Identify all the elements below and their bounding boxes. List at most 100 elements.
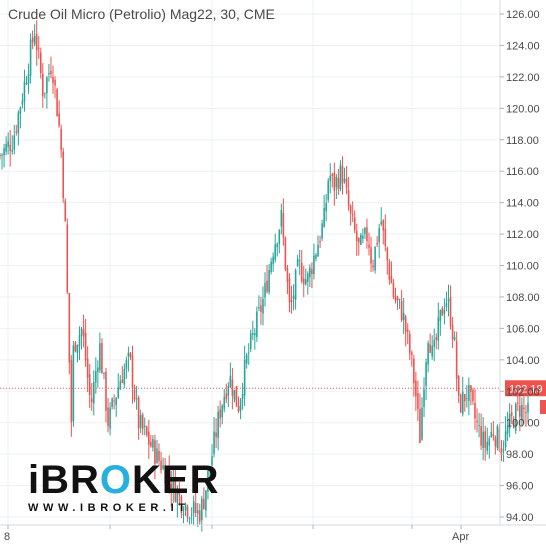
candle-body — [198, 510, 201, 522]
candle-body — [402, 312, 405, 321]
candle-body — [337, 178, 340, 190]
candle-body — [315, 254, 317, 259]
candle-body — [158, 451, 160, 461]
candle-body — [349, 205, 352, 214]
candle-body — [184, 503, 187, 511]
price-marker — [540, 400, 546, 414]
candle-body — [180, 496, 183, 513]
candle-body — [441, 307, 444, 316]
current-price-label-bg — [505, 380, 546, 397]
candle-body — [7, 141, 9, 147]
candle-body — [268, 269, 270, 293]
candle-body — [209, 466, 211, 471]
candle-body — [27, 74, 30, 84]
candle-body — [294, 269, 297, 300]
candle-body — [470, 385, 472, 392]
price-tick-label: 104.00 — [506, 355, 540, 367]
candle-body — [86, 358, 89, 378]
candle-body — [262, 299, 264, 314]
candle-body — [109, 407, 111, 429]
candle-body — [68, 292, 71, 363]
candle-body — [323, 208, 325, 227]
candle-body — [17, 112, 20, 134]
candle-body — [72, 345, 75, 422]
candle-body — [443, 310, 446, 314]
candle-body — [215, 432, 217, 438]
candle-body — [290, 300, 293, 303]
candle-body — [274, 244, 277, 260]
candle-body — [370, 247, 372, 264]
candle-body — [284, 237, 287, 270]
candle-body — [76, 344, 79, 353]
candle-body — [143, 425, 146, 428]
candle-body — [115, 397, 118, 406]
logo-part-o: O — [99, 458, 133, 502]
candle-body — [21, 100, 24, 105]
candle-body — [466, 397, 468, 399]
candle-body — [410, 352, 413, 355]
candle-body — [148, 431, 150, 445]
candle-body — [160, 460, 162, 471]
candle-body — [419, 408, 421, 443]
candle-body — [476, 420, 478, 423]
candle-body — [62, 151, 64, 199]
candle-body — [60, 128, 62, 151]
candle-body — [97, 367, 99, 373]
candle-body — [307, 273, 309, 282]
candle-body — [13, 135, 16, 150]
candle-body — [25, 83, 28, 85]
candle-body — [484, 431, 486, 448]
candle-body — [415, 380, 417, 397]
candle-body — [182, 513, 185, 515]
candle-body — [472, 389, 474, 402]
candle-body — [270, 261, 272, 272]
candle-body — [258, 307, 260, 309]
candle-body — [492, 434, 495, 437]
candle-body — [39, 52, 42, 74]
candle-body — [519, 405, 521, 417]
price-tick-label: 122.00 — [506, 72, 540, 84]
candle-body — [368, 244, 370, 248]
candle-body — [117, 387, 120, 398]
candle-body — [256, 311, 258, 337]
candle-body — [80, 328, 83, 336]
chart-title: Crude Oil Micro (Petrolio) Mag22, 30, CM… — [8, 6, 275, 22]
candle-body — [31, 37, 34, 43]
candle-body — [447, 299, 450, 302]
grid — [0, 0, 500, 525]
candle-body — [46, 77, 48, 94]
candle-body — [488, 438, 491, 446]
candle-body — [237, 405, 240, 412]
candle-body — [219, 409, 221, 419]
time-tick-label: Apr — [452, 531, 469, 543]
candle-body — [362, 235, 364, 239]
candle-body — [223, 397, 226, 409]
candle-body — [135, 398, 138, 400]
candle-body — [343, 178, 346, 182]
candles — [0, 20, 529, 532]
candle-body — [457, 376, 460, 396]
candle-body — [225, 393, 228, 400]
candle-body — [388, 262, 391, 280]
candle-body — [166, 471, 168, 487]
candle-body — [107, 407, 109, 427]
price-tick-label: 126.00 — [506, 9, 540, 21]
candle-body — [162, 465, 164, 469]
candle-body — [298, 260, 301, 262]
candle-body — [525, 412, 527, 414]
candle-body — [23, 81, 26, 102]
candle-body — [139, 415, 142, 428]
candle-body — [129, 353, 132, 357]
candle-body — [364, 228, 366, 234]
candle-body — [260, 305, 262, 312]
candle-body — [203, 499, 205, 509]
candle-body — [319, 241, 321, 243]
candle-body — [311, 269, 313, 274]
candle-body — [478, 425, 480, 427]
candle-body — [296, 258, 299, 267]
candle-body — [251, 333, 254, 335]
candle-body — [168, 470, 171, 481]
